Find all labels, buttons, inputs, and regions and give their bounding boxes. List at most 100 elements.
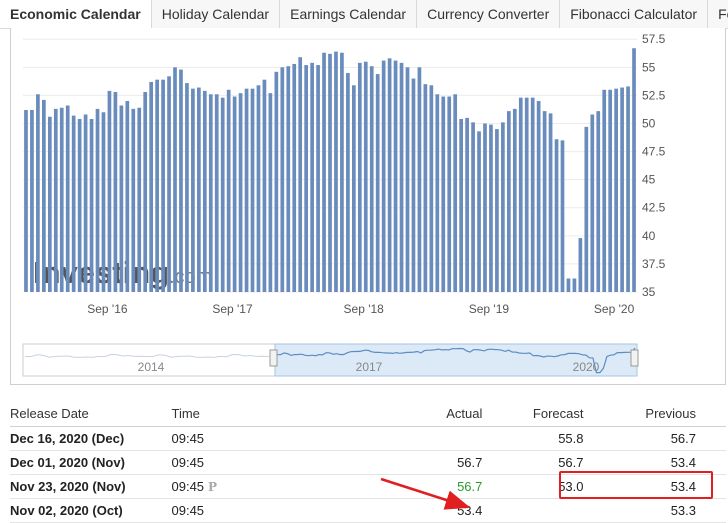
chart-bar[interactable] [614,88,618,292]
navigator-right-handle[interactable] [630,349,639,367]
chart-bar[interactable] [465,117,469,293]
chart-bar[interactable] [495,129,499,292]
chart-bar[interactable] [226,89,231,292]
chart-bar[interactable] [232,96,237,292]
chart-bar[interactable] [572,278,577,292]
chart-bar[interactable] [131,108,136,292]
navigator-selection[interactable] [274,343,638,377]
chart-bar[interactable] [506,111,511,292]
chart-bar[interactable] [381,60,386,292]
tab-fibonacci-calculator[interactable]: Fibonacci Calculator [560,0,709,28]
chart-bar[interactable] [435,94,440,292]
chart-bar[interactable] [173,67,177,292]
chart-bar[interactable] [584,126,589,292]
chart-bar[interactable] [304,65,309,292]
chart-bar[interactable] [256,85,261,292]
chart-bar[interactable] [286,66,291,292]
chart-bar[interactable] [83,114,88,293]
chart-bar[interactable] [328,53,332,293]
chart-bar[interactable] [554,139,559,292]
chart-bar[interactable] [262,79,267,293]
chart-bar[interactable] [179,69,183,292]
chart-bar[interactable] [375,74,380,292]
chart-bar[interactable] [530,97,535,293]
chart-bar[interactable] [632,48,636,292]
chart-bar[interactable] [316,65,320,292]
chart-bar[interactable] [548,113,553,292]
header-actual[interactable]: Actual [287,401,483,427]
chart-bar[interactable] [149,81,154,292]
chart-bar[interactable] [292,63,297,293]
chart-bar[interactable] [363,61,368,293]
chart-bar[interactable] [352,85,356,292]
chart-bar[interactable] [620,87,624,292]
header-time[interactable]: Time [171,401,288,427]
chart-bar[interactable] [47,116,52,292]
chart-bar[interactable] [220,97,225,293]
chart-bar[interactable] [489,124,493,292]
chart-bar[interactable] [191,88,195,292]
chart-bar[interactable] [346,72,350,292]
chart-bar[interactable] [71,115,76,292]
chart-bar[interactable] [471,122,475,293]
chart-bar[interactable] [161,79,165,293]
chart-bar[interactable] [322,52,326,293]
tab-economic-calendar[interactable]: Economic Calendar [0,0,152,28]
chart-bar[interactable] [244,88,249,292]
chart-bar[interactable] [393,60,398,292]
chart-bar[interactable] [77,119,82,292]
chart-bar[interactable] [214,94,219,292]
header-previous[interactable]: Previous [583,401,726,427]
chart-bar[interactable] [608,89,613,292]
chart-bar[interactable] [542,111,547,292]
chart-bar[interactable] [113,92,118,292]
header-forecast[interactable]: Forecast [482,401,584,427]
tab-forex[interactable]: Forex [708,0,728,28]
chart-bar[interactable] [167,76,171,292]
chart-bar[interactable] [30,110,34,292]
range-navigator[interactable]: 2014 2017 2020 [22,343,639,377]
chart-bar[interactable] [602,89,607,292]
chart-bar[interactable] [59,107,64,292]
chart-bar[interactable] [42,99,46,293]
chart-bar[interactable] [155,79,159,293]
navigator-left-handle[interactable] [269,349,278,367]
chart-bar[interactable] [101,112,106,292]
chart-bar[interactable] [197,87,201,292]
tab-earnings-calendar[interactable]: Earnings Calendar [280,0,418,28]
chart-bar[interactable] [483,123,487,293]
chart-bar[interactable] [340,52,344,293]
chart-bar[interactable] [417,67,422,292]
chart-bar[interactable] [107,90,112,292]
chart-bar[interactable] [238,93,243,292]
chart-bar[interactable] [119,105,124,292]
chart-bar[interactable] [447,96,452,292]
chart-bar[interactable] [590,114,595,293]
chart-bar[interactable] [459,119,463,292]
chart-bar[interactable] [566,278,571,292]
chart-bar[interactable] [453,94,458,292]
chart-bar[interactable] [596,111,601,292]
tab-holiday-calendar[interactable]: Holiday Calendar [152,0,281,28]
chart-bar[interactable] [24,110,28,292]
chart-bar[interactable] [441,96,446,292]
chart-bar[interactable] [65,105,70,292]
chart-bar[interactable] [560,140,565,292]
chart-bar[interactable] [626,86,630,292]
chart-bar[interactable] [423,84,428,292]
chart-bar[interactable] [250,88,255,292]
chart-bar[interactable] [310,62,314,292]
chart-bar[interactable] [477,131,481,292]
chart-bar[interactable] [334,51,338,293]
chart-bar[interactable] [405,67,410,292]
chart-bar[interactable] [512,108,517,292]
chart-bar[interactable] [501,122,505,293]
chart-bar[interactable] [137,107,142,292]
chart-bar[interactable] [298,57,303,293]
chart-bar[interactable] [125,101,130,293]
chart-bar[interactable] [411,78,416,292]
chart-bar[interactable] [95,108,100,292]
chart-bar[interactable] [185,83,189,292]
chart-bar[interactable] [89,119,94,292]
chart-bar[interactable] [36,94,40,292]
